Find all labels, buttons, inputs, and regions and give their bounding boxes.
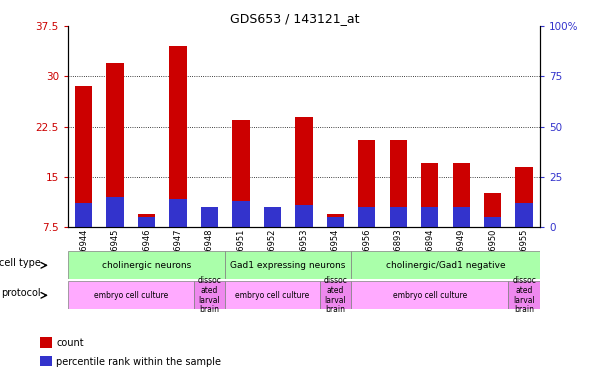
Text: cholinergic neurons: cholinergic neurons	[102, 261, 191, 270]
Text: dissoc
ated
larval
brain: dissoc ated larval brain	[198, 276, 221, 314]
Bar	[169, 46, 186, 227]
Bar	[169, 199, 186, 227]
Text: dissoc
ated
larval
brain: dissoc ated larval brain	[512, 276, 536, 314]
Bar	[351, 281, 509, 309]
Bar	[194, 281, 225, 309]
Bar	[232, 120, 250, 227]
Title: GDS653 / 143121_at: GDS653 / 143121_at	[230, 12, 359, 25]
Bar	[509, 281, 540, 309]
Text: Gad1 expressing neurons: Gad1 expressing neurons	[231, 261, 346, 270]
Bar	[327, 217, 344, 227]
Text: embryo cell culture: embryo cell culture	[235, 291, 310, 300]
Bar	[358, 207, 375, 227]
Bar	[295, 205, 313, 227]
Text: cell type: cell type	[0, 258, 41, 267]
Bar	[320, 281, 351, 309]
Bar	[516, 166, 533, 227]
Bar	[68, 281, 194, 309]
Bar	[516, 203, 533, 227]
Bar	[421, 164, 438, 227]
Text: percentile rank within the sample: percentile rank within the sample	[56, 357, 221, 367]
Bar	[68, 251, 225, 279]
Bar	[295, 117, 313, 227]
Text: dissoc
ated
larval
brain: dissoc ated larval brain	[323, 276, 348, 314]
Bar	[351, 251, 540, 279]
Bar	[484, 217, 502, 227]
Text: embryo cell culture: embryo cell culture	[392, 291, 467, 300]
Bar	[389, 207, 407, 227]
Bar	[225, 281, 320, 309]
Text: cholinergic/Gad1 negative: cholinergic/Gad1 negative	[386, 261, 505, 270]
Bar	[106, 63, 124, 227]
Bar	[138, 217, 155, 227]
Bar	[106, 197, 124, 227]
Text: embryo cell culture: embryo cell culture	[94, 291, 168, 300]
Bar	[201, 207, 218, 227]
Bar	[40, 356, 52, 366]
Bar	[484, 194, 502, 227]
Bar	[40, 337, 52, 348]
Text: protocol: protocol	[1, 288, 41, 297]
Bar	[327, 213, 344, 227]
Bar	[358, 140, 375, 227]
Bar	[75, 87, 92, 227]
Bar	[138, 213, 155, 227]
Bar	[453, 164, 470, 227]
Bar	[232, 201, 250, 227]
Bar	[421, 207, 438, 227]
Bar	[389, 140, 407, 227]
Bar	[75, 203, 92, 227]
Bar	[264, 207, 281, 227]
Bar	[225, 251, 351, 279]
Text: count: count	[56, 338, 84, 348]
Bar	[201, 207, 218, 227]
Bar	[264, 207, 281, 227]
Bar	[453, 207, 470, 227]
